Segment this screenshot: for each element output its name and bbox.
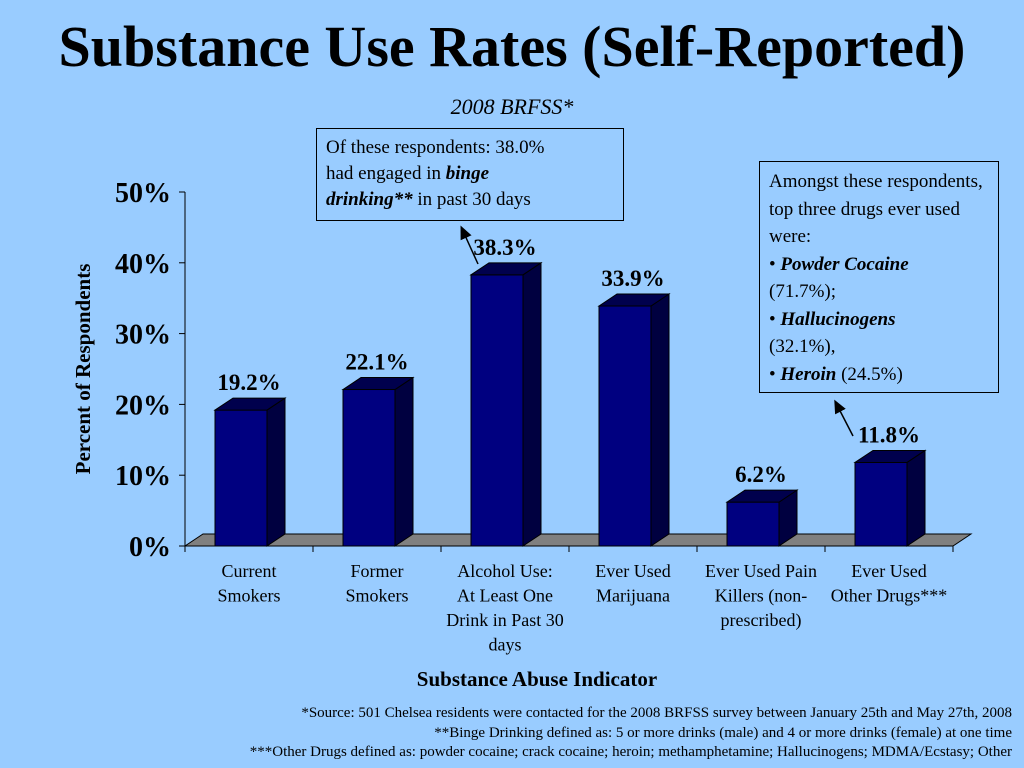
x-category-label: Current [222, 561, 277, 581]
bullet: • [769, 363, 776, 385]
binge-callout-emphasis: binge [445, 163, 490, 184]
bar [342, 389, 396, 547]
drug-value: (71.7%); [769, 281, 837, 302]
x-category-label: Ever Used Pain [705, 561, 817, 581]
binge-callout-line3: drinking** in past 30 days [326, 187, 614, 213]
binge-drinking-callout: Of these respondents: 38.0% had engaged … [316, 128, 624, 221]
x-category-label: Alcohol Use: [457, 561, 552, 581]
bar-chart: 0% 10% 20% 30% 40% 50% Percent of Respondents 1… [71, 178, 973, 691]
x-category-label: days [489, 635, 522, 655]
bar-side [906, 449, 926, 547]
bar [726, 501, 780, 547]
y-tick-label: 40% [115, 249, 171, 280]
x-category-label: At Least One [457, 586, 553, 606]
footnote-binge: **Binge Drinking defined as: 5 or more d… [434, 724, 1012, 741]
bullet: • [769, 308, 776, 330]
x-category-label: Ever Used [851, 561, 926, 581]
x-category-label: Marijuana [596, 586, 670, 606]
drug-value: (32.1%), [769, 336, 836, 357]
drug-name: Heroin [780, 363, 837, 385]
bar [598, 305, 652, 547]
bar-group [725, 489, 799, 547]
bar-group [341, 376, 415, 547]
bar-top [597, 293, 671, 307]
bar-group [213, 397, 287, 547]
bar [470, 274, 524, 547]
top-drugs-item: • Heroin (24.5%) [769, 361, 989, 389]
bar-side [394, 376, 414, 547]
x-category-label: Former [351, 561, 404, 581]
x-category-label: Smokers [218, 586, 281, 606]
y-tick-label: 30% [115, 320, 171, 351]
x-category-label: prescribed) [721, 610, 802, 631]
top-drugs-intro: Amongst these respondents, top three dru… [769, 171, 983, 247]
bar-group [469, 261, 543, 547]
top-drugs-item: • Powder Cocaine (71.7%); [769, 251, 989, 306]
bar-top [213, 397, 287, 411]
chart-title: Substance Use Rates (Self-Reported) [58, 14, 966, 79]
bar-top [341, 377, 415, 391]
bar-top [469, 262, 543, 276]
x-axis-title: Substance Abuse Indicator [417, 667, 657, 691]
bar-value-label: 11.8% [858, 422, 920, 447]
drug-value: (24.5%) [841, 363, 903, 385]
drug-name: Powder Cocaine [780, 253, 909, 275]
bullet: • [769, 253, 776, 275]
bar-side [650, 293, 670, 547]
bar-top [725, 489, 799, 503]
y-tick-label: 0% [129, 532, 171, 563]
drugs-arrow [834, 399, 854, 437]
x-category-label: Smokers [346, 586, 409, 606]
chart-floor [183, 533, 973, 547]
top-drugs-item: • Hallucinogens (32.1%), [769, 306, 989, 361]
bar-value-label: 38.3% [473, 235, 536, 260]
x-category-label: Drink in Past 30 [446, 610, 564, 630]
footnotes: *Source: 501 Chelsea residents were cont… [2, 704, 1012, 763]
binge-callout-line2: had engaged in binge [326, 161, 614, 187]
binge-callout-line3-suffix: in past 30 days [412, 189, 531, 210]
top-drugs-callout: Amongst these respondents, top three dru… [759, 161, 999, 393]
binge-callout-line1: Of these respondents: 38.0% [326, 137, 545, 158]
y-tick-label: 50% [115, 178, 171, 209]
bar-top [853, 449, 927, 463]
bar-side [266, 397, 286, 547]
binge-callout-emphasis-2: drinking** [326, 189, 413, 210]
bar-value-label: 33.9% [601, 266, 664, 291]
bar-value-label: 6.2% [735, 462, 787, 487]
y-tick-label: 20% [115, 390, 171, 421]
bar-value-label: 22.1% [345, 350, 408, 375]
bar-group [597, 293, 671, 547]
bar-group [853, 449, 927, 547]
bar [854, 461, 908, 547]
footnote-source: *Source: 501 Chelsea residents were cont… [301, 705, 1012, 721]
drug-name: Hallucinogens [780, 308, 896, 330]
bar [214, 409, 268, 547]
bar-value-label: 19.2% [217, 370, 280, 395]
footnote-other-drugs: ***Other Drugs defined as: powder cocain… [249, 744, 1012, 760]
binge-callout-line2-prefix: had engaged in [326, 163, 446, 184]
bar-side [522, 261, 542, 547]
binge-arrow [460, 225, 479, 265]
x-category-label: Other Drugs*** [831, 586, 947, 606]
y-axis-title: Percent of Respondents [71, 264, 95, 475]
x-category-label: Killers (non- [715, 586, 807, 607]
y-tick-label: 10% [115, 461, 171, 492]
chart-subtitle: 2008 BRFSS* [450, 94, 574, 119]
x-category-label: Ever Used [595, 561, 670, 581]
